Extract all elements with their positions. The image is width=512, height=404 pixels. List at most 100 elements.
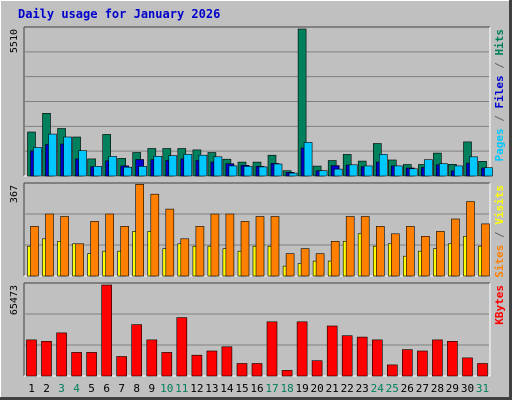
bar-sites-day-24 [375, 226, 385, 277]
x-tick-label-day-7: 7 [118, 382, 125, 395]
legend-kbytes: KBytes [493, 285, 506, 325]
bar-pages-day-1 [33, 147, 42, 177]
bar-pages-day-26 [408, 168, 418, 177]
bar-kbytes-day-24 [371, 339, 383, 377]
panel-visits: 367 Sites / Visits [9, 182, 506, 278]
bar-pages-day-2 [48, 133, 57, 177]
bar-pages-day-13 [213, 156, 223, 177]
x-tick-label-day-10: 10 [160, 382, 173, 395]
bar-kbytes-day-1 [26, 339, 37, 377]
bar-sites-day-15 [240, 221, 250, 277]
bar-sites-day-10 [165, 208, 175, 277]
bar-sites-day-6 [105, 213, 114, 277]
bar-kbytes-day-16 [251, 363, 263, 377]
bar-pages-day-15 [243, 166, 253, 177]
x-tick-label-day-28: 28 [431, 382, 444, 395]
bar-sites-day-26 [405, 226, 415, 277]
x-tick-label-day-11: 11 [175, 382, 188, 395]
bar-sites-day-22 [345, 216, 355, 277]
bar-kbytes-day-10 [161, 352, 173, 377]
legend-entry: Sites [493, 245, 506, 278]
bar-pages-day-11 [183, 154, 193, 177]
bar-kbytes-day-6 [101, 284, 112, 377]
x-tick-label-day-18: 18 [280, 382, 293, 395]
bar-kbytes-day-18 [281, 370, 293, 377]
legend-entry: Visits [493, 185, 506, 225]
x-tick-label-day-22: 22 [341, 382, 354, 395]
bar-pages-day-19 [303, 142, 313, 177]
bar-kbytes-day-7 [116, 356, 127, 377]
bar-kbytes-day-22 [341, 335, 353, 377]
bar-pages-day-3 [63, 136, 72, 177]
bar-pages-day-5 [93, 166, 102, 177]
bar-kbytes-day-29 [447, 340, 458, 377]
x-tick-label-day-4: 4 [73, 382, 80, 395]
bar-pages-day-17 [273, 163, 283, 177]
x-tick-label-day-19: 19 [295, 382, 308, 395]
x-tick-label-day-25: 25 [386, 382, 399, 395]
bar-sites-day-14 [225, 213, 235, 277]
x-tick-label-day-20: 20 [310, 382, 323, 395]
max-label-visits: 367 [9, 185, 20, 203]
x-tick-label-day-1: 1 [28, 382, 35, 395]
bar-kbytes-day-30 [462, 357, 473, 377]
bar-pages-day-10 [168, 155, 178, 177]
bar-sites-day-11 [180, 238, 190, 277]
bar-kbytes-day-20 [311, 360, 323, 377]
legend-entry: Files [493, 75, 506, 108]
bar-sites-day-17 [270, 216, 280, 277]
x-tick-label-day-8: 8 [133, 382, 140, 395]
bar-sites-day-8 [135, 184, 144, 277]
bar-sites-day-28 [436, 231, 445, 277]
bar-pages-day-28 [439, 163, 448, 177]
bar-sites-day-25 [390, 233, 400, 277]
x-tick-label-day-14: 14 [220, 382, 234, 395]
bar-sites-day-3 [60, 216, 69, 277]
bar-pages-day-8 [138, 166, 147, 177]
bar-kbytes-day-17 [266, 321, 278, 377]
bar-pages-day-21 [333, 168, 343, 177]
bar-sites-day-20 [315, 253, 325, 277]
bar-pages-day-4 [78, 150, 87, 177]
bar-kbytes-day-3 [56, 332, 67, 377]
bar-pages-day-22 [348, 164, 358, 177]
bar-pages-day-18 [288, 172, 298, 177]
x-tick-label-day-6: 6 [103, 382, 110, 395]
bar-kbytes-day-8 [131, 324, 142, 377]
x-tick-label-day-12: 12 [190, 382, 203, 395]
bar-kbytes-day-28 [432, 339, 443, 377]
bar-kbytes-day-13 [206, 350, 218, 377]
max-label-hits: 5510 [9, 29, 20, 53]
x-tick-label-day-2: 2 [43, 382, 50, 395]
bar-sites-day-23 [360, 216, 370, 277]
bar-pages-day-20 [318, 170, 328, 177]
legend-entry: / [493, 109, 506, 129]
bar-pages-day-27 [424, 159, 433, 177]
bar-kbytes-day-19 [296, 321, 308, 377]
legend-visits: Sites / Visits [493, 185, 506, 278]
bar-pages-day-7 [123, 166, 132, 177]
bar-kbytes-day-25 [386, 364, 398, 377]
bar-pages-day-9 [153, 156, 163, 177]
bar-pages-day-6 [108, 156, 117, 177]
bar-pages-day-29 [454, 165, 463, 177]
bar-kbytes-day-5 [86, 352, 97, 377]
legend-entry: Hits [493, 29, 506, 56]
legend-entry: / [493, 225, 506, 245]
bar-kbytes-day-31 [477, 363, 488, 377]
x-tick-label-day-29: 29 [446, 382, 459, 395]
panel-kbytes: 65473 KBytes [9, 282, 506, 377]
bar-sites-day-12 [195, 226, 205, 277]
bar-kbytes-day-26 [401, 349, 413, 377]
bar-pages-day-16 [258, 166, 268, 177]
legend-hits: Pages / Files / Hits [493, 29, 506, 162]
max-label-kbytes: 65473 [9, 285, 20, 315]
bar-sites-day-29 [451, 218, 460, 277]
x-tick-label-day-26: 26 [401, 382, 414, 395]
bar-pages-day-12 [198, 154, 208, 177]
bar-sites-day-21 [330, 241, 340, 277]
chart-title: Daily usage for January 2026 [18, 7, 220, 21]
bar-sites-day-31 [481, 223, 490, 277]
